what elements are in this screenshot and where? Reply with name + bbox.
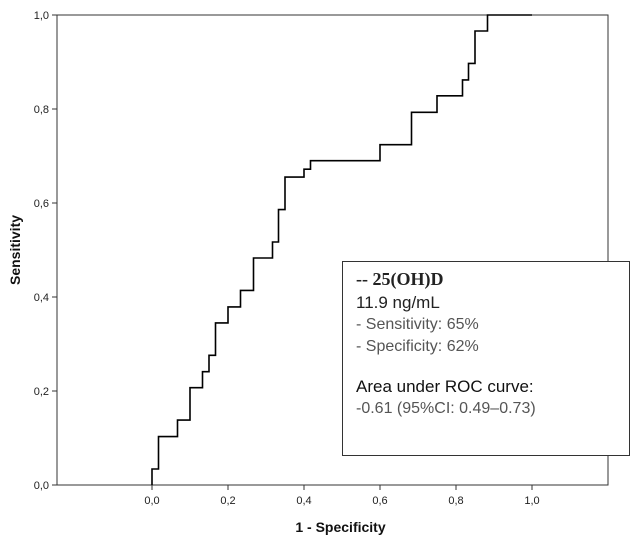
- x-axis-title: 1 - Specificity: [295, 519, 385, 535]
- legend-auc-label: Area under ROC curve:: [356, 377, 534, 396]
- x-tick-label: 1,0: [524, 495, 539, 507]
- y-tick-label: 0,2: [34, 386, 49, 398]
- legend-specificity: - Specificity: 62%: [356, 338, 479, 355]
- x-tick-label: 0,8: [448, 495, 463, 507]
- legend-cutoff: 11.9 ng/mL: [356, 293, 440, 312]
- roc-curve: [151, 14, 532, 485]
- x-tick-label: 0,0: [144, 495, 159, 507]
- y-tick-label: 0,4: [34, 292, 49, 304]
- y-tick-label: 0,8: [34, 104, 49, 116]
- plot-frame: [56, 14, 609, 486]
- x-tick-label: 0,6: [372, 495, 387, 507]
- y-axis-title: Sensitivity: [7, 215, 23, 285]
- y-tick-label: 0,0: [34, 480, 49, 492]
- y-tick-label: 1,0: [34, 10, 49, 22]
- legend-sensitivity: - Sensitivity: 65%: [356, 316, 479, 333]
- x-tick-label: 0,2: [220, 495, 235, 507]
- legend-auc-value: -0.61 (95%CI: 0.49–0.73): [356, 400, 536, 417]
- legend-box: -- 25(OH)D 11.9 ng/mL - Sensitivity: 65%…: [342, 261, 630, 456]
- legend-title: -- 25(OH)D: [356, 269, 444, 289]
- x-tick-label: 0,4: [296, 495, 311, 507]
- y-tick-label: 0,6: [34, 198, 49, 210]
